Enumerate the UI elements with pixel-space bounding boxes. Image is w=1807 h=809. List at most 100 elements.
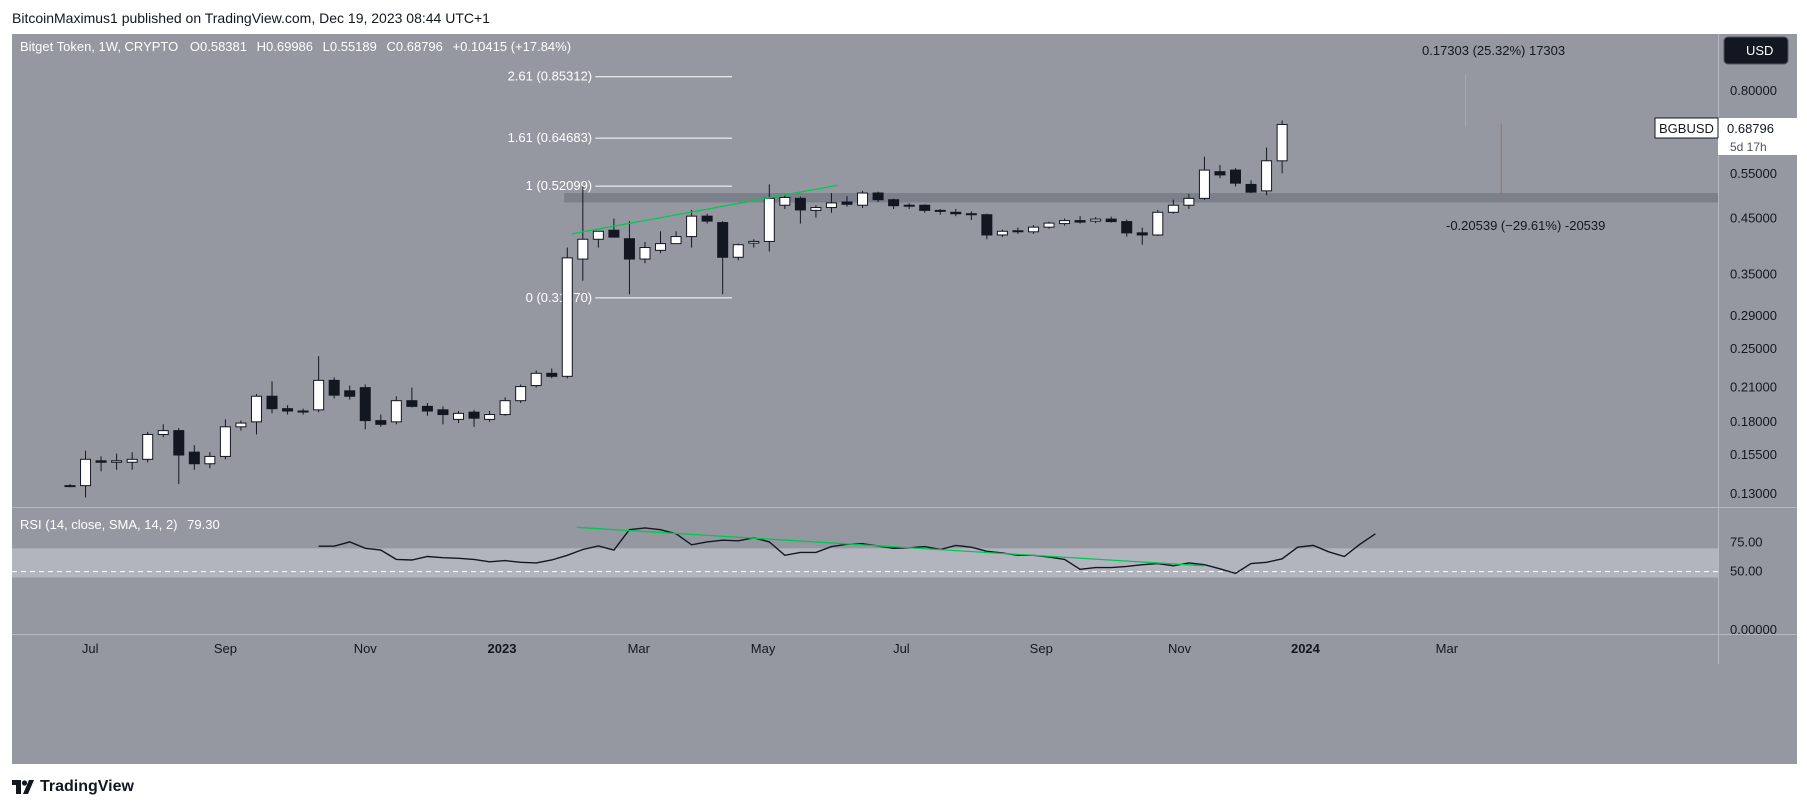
- candle-up: [390, 396, 402, 425]
- tradingview-brand[interactable]: TradingView: [12, 778, 134, 796]
- candle-body: [282, 408, 294, 412]
- price-tag-symbol: BGBUSD: [1659, 121, 1714, 136]
- candle-down: [1074, 216, 1086, 224]
- candle-down: [188, 445, 200, 470]
- price-tick-label: 0.80000: [1730, 83, 1777, 98]
- candle-up: [126, 452, 138, 470]
- price-tick-label: 0.15500: [1730, 447, 1777, 462]
- price-tag-price: 0.68796: [1727, 121, 1774, 136]
- candle-body: [173, 430, 185, 456]
- price-tick-label: 0.18000: [1730, 414, 1777, 429]
- candle-up: [686, 209, 698, 248]
- tradingview-logo-icon: [12, 780, 34, 794]
- candle-down: [437, 406, 449, 425]
- candle-body: [468, 411, 480, 419]
- candle-down: [919, 204, 931, 213]
- rsi-band: [12, 548, 1718, 578]
- price-tick-label: 0.25000: [1730, 341, 1777, 356]
- candle-down: [608, 218, 620, 238]
- candle-body: [965, 213, 977, 216]
- price-trendline: [571, 184, 838, 235]
- time-tick-label: Jul: [82, 641, 99, 656]
- candle-down: [841, 196, 853, 207]
- candle-body: [1090, 218, 1102, 222]
- candle-down: [406, 387, 418, 408]
- currency-button[interactable]: USD: [1723, 36, 1789, 65]
- candle-up: [142, 431, 154, 463]
- candle-up: [453, 411, 464, 424]
- candle-body: [1276, 123, 1288, 162]
- candle-body: [732, 244, 744, 258]
- candle-up: [810, 205, 822, 218]
- candle-up: [313, 356, 325, 413]
- time-tick-label: Jul: [893, 641, 910, 656]
- candle-body: [686, 215, 698, 238]
- candle-up: [1167, 199, 1179, 214]
- candle-down: [1230, 168, 1241, 187]
- price-tick-label: 0.55000: [1730, 166, 1777, 181]
- candle-down: [282, 405, 294, 415]
- candle-body: [717, 222, 729, 258]
- candle-up: [592, 230, 604, 248]
- brand-name: TradingView: [40, 778, 134, 795]
- legend-change: +0.10415 (+17.84%): [453, 39, 572, 54]
- rsi-tick-label: 0.00000: [1730, 622, 1777, 637]
- candle-body: [390, 400, 402, 423]
- candle-body: [406, 400, 418, 407]
- candle-up: [1090, 217, 1102, 224]
- fib-label: 1.61 (0.64683): [508, 130, 593, 145]
- candle-down: [623, 221, 635, 295]
- resistance-band: [564, 193, 1718, 203]
- price-axis[interactable]: 0.80000 0.55000 0.45000 0.35000 0.29000 0.250…: [1730, 83, 1777, 501]
- time-tick-label: 2024: [1291, 641, 1321, 656]
- price-tick-label: 0.29000: [1730, 308, 1777, 323]
- time-tick-label: Sep: [1030, 641, 1053, 656]
- candle-body: [126, 458, 138, 463]
- candle-body: [359, 387, 371, 422]
- candle-body: [250, 395, 262, 423]
- currency-label: USD: [1746, 43, 1773, 58]
- candle-up: [484, 411, 496, 422]
- candle-body: [1167, 204, 1179, 213]
- price-tick-label: 0.21000: [1730, 380, 1777, 395]
- price-chart[interactable]: 2.61 (0.85312) 1.61 (0.64683) 1 (0.52099) 0…: [12, 34, 1797, 764]
- candle-up: [530, 370, 542, 388]
- last-price-tag: BGBUSD 0.68796 5d 17h: [1654, 117, 1797, 155]
- candle-body: [950, 211, 962, 215]
- candle-down: [468, 409, 480, 427]
- rsi-legend-label: RSI (14, close, SMA, 14, 2): [20, 517, 178, 532]
- candle-body: [111, 460, 123, 463]
- candle-body: [981, 214, 993, 236]
- candle-down: [872, 191, 884, 202]
- candle-body: [1012, 230, 1024, 233]
- candle-down: [95, 456, 107, 472]
- chart-frame[interactable]: 2.61 (0.85312) 1.61 (0.64683) 1 (0.52099) 0…: [12, 34, 1797, 764]
- rsi-axis[interactable]: 75.00 50.00 0.00000: [1730, 535, 1777, 638]
- candle-up: [515, 384, 527, 403]
- candle-up: [639, 241, 651, 264]
- candle-body: [375, 420, 387, 425]
- candle-up: [903, 203, 915, 209]
- candle-up: [1183, 193, 1195, 209]
- candle-body: [810, 207, 822, 211]
- time-axis[interactable]: Jul Sep Nov 2023 Mar May Jul Sep Nov 2024 Mar: [82, 641, 1459, 656]
- candle-body: [577, 238, 589, 260]
- candle-up: [204, 452, 216, 469]
- candle-body: [748, 240, 760, 244]
- rsi-tick-label: 50.00: [1730, 564, 1763, 579]
- candle-down: [950, 208, 962, 217]
- rsi-tick-label: 75.00: [1730, 535, 1763, 550]
- legend-low: 0.55189: [330, 39, 377, 54]
- candle-up: [1261, 147, 1273, 196]
- candle-down: [888, 198, 900, 209]
- candle-body: [344, 390, 356, 397]
- candle-up: [670, 231, 682, 245]
- candle-down: [546, 368, 558, 379]
- time-tick-label: Mar: [1436, 641, 1459, 656]
- candle-down: [1214, 165, 1226, 179]
- candle-up: [732, 243, 744, 261]
- legend-c-label: C: [387, 39, 396, 54]
- candle-body: [484, 414, 496, 420]
- rsi-legend: RSI (14, close, SMA, 14, 2) 79.30: [20, 517, 220, 532]
- candle-up: [1059, 218, 1071, 226]
